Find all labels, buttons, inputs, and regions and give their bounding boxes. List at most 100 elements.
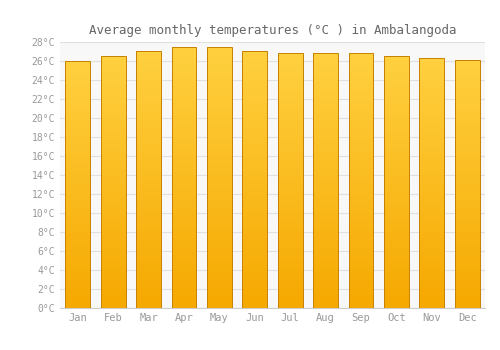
Bar <box>278 264 302 267</box>
Bar <box>242 105 267 108</box>
Bar <box>348 54 374 308</box>
Bar <box>207 125 232 128</box>
Bar <box>242 289 267 292</box>
Bar <box>136 186 161 189</box>
Bar <box>66 67 90 70</box>
Bar <box>66 252 90 256</box>
Bar <box>348 305 374 308</box>
Bar <box>384 210 409 214</box>
Bar <box>455 122 479 125</box>
Bar <box>313 181 338 184</box>
Bar <box>100 150 126 154</box>
Bar <box>136 234 161 237</box>
Bar <box>136 208 161 211</box>
Bar <box>207 154 232 158</box>
Bar <box>136 154 161 157</box>
Bar <box>420 83 444 86</box>
Bar <box>100 160 126 163</box>
Bar <box>313 159 338 162</box>
Bar <box>313 244 338 247</box>
Bar <box>384 198 409 201</box>
Bar <box>420 193 444 196</box>
Bar <box>455 153 479 156</box>
Bar <box>136 218 161 221</box>
Bar <box>384 232 409 236</box>
Bar <box>66 256 90 259</box>
Bar <box>242 112 267 115</box>
Bar <box>242 228 267 231</box>
Bar <box>348 292 374 295</box>
Bar <box>136 305 161 308</box>
Bar <box>242 141 267 144</box>
Bar <box>313 104 338 107</box>
Bar <box>384 273 409 276</box>
Bar <box>420 61 444 64</box>
Bar <box>136 125 161 128</box>
Bar <box>242 163 267 166</box>
Bar <box>348 168 374 171</box>
Bar <box>420 227 444 230</box>
Bar <box>207 282 232 285</box>
Bar <box>207 190 232 194</box>
Bar <box>313 229 338 232</box>
Bar <box>420 64 444 68</box>
Bar <box>172 79 196 83</box>
Bar <box>100 135 126 138</box>
Bar <box>348 184 374 187</box>
Bar <box>420 211 444 214</box>
Bar <box>455 283 479 286</box>
Bar <box>172 262 196 266</box>
Bar <box>348 133 374 136</box>
Bar <box>172 132 196 135</box>
Bar <box>455 199 479 203</box>
Bar <box>207 249 232 252</box>
Bar <box>136 224 161 228</box>
Bar <box>100 210 126 214</box>
Bar <box>242 189 267 192</box>
Bar <box>100 198 126 201</box>
Bar <box>384 188 409 191</box>
Bar <box>420 86 444 89</box>
Bar <box>100 163 126 166</box>
Bar <box>420 283 444 286</box>
Bar <box>348 69 374 72</box>
Bar <box>207 86 232 89</box>
Bar <box>172 217 196 220</box>
Bar <box>242 279 267 282</box>
Bar <box>313 98 338 101</box>
Bar <box>172 116 196 119</box>
Bar <box>313 101 338 104</box>
Bar <box>207 79 232 83</box>
Bar <box>348 273 374 276</box>
Bar <box>242 79 267 83</box>
Bar <box>66 172 90 175</box>
Bar <box>242 92 267 96</box>
Bar <box>207 66 232 70</box>
Bar <box>278 194 302 197</box>
Bar <box>136 176 161 179</box>
Bar <box>100 179 126 182</box>
Bar <box>66 277 90 280</box>
Bar <box>455 150 479 153</box>
Bar <box>66 163 90 166</box>
Bar <box>348 286 374 289</box>
Bar <box>172 119 196 122</box>
Bar <box>136 173 161 176</box>
Bar <box>66 126 90 129</box>
Bar <box>66 117 90 120</box>
Bar <box>172 246 196 249</box>
Bar <box>136 195 161 198</box>
Bar <box>242 244 267 247</box>
Bar <box>455 134 479 138</box>
Bar <box>172 96 196 99</box>
Bar <box>100 264 126 267</box>
Bar <box>207 252 232 256</box>
Bar <box>278 54 302 308</box>
Bar <box>136 96 161 99</box>
Bar <box>313 200 338 203</box>
Bar <box>348 235 374 238</box>
Bar <box>242 215 267 218</box>
Bar <box>66 289 90 293</box>
Bar <box>313 264 338 267</box>
Bar <box>242 247 267 250</box>
